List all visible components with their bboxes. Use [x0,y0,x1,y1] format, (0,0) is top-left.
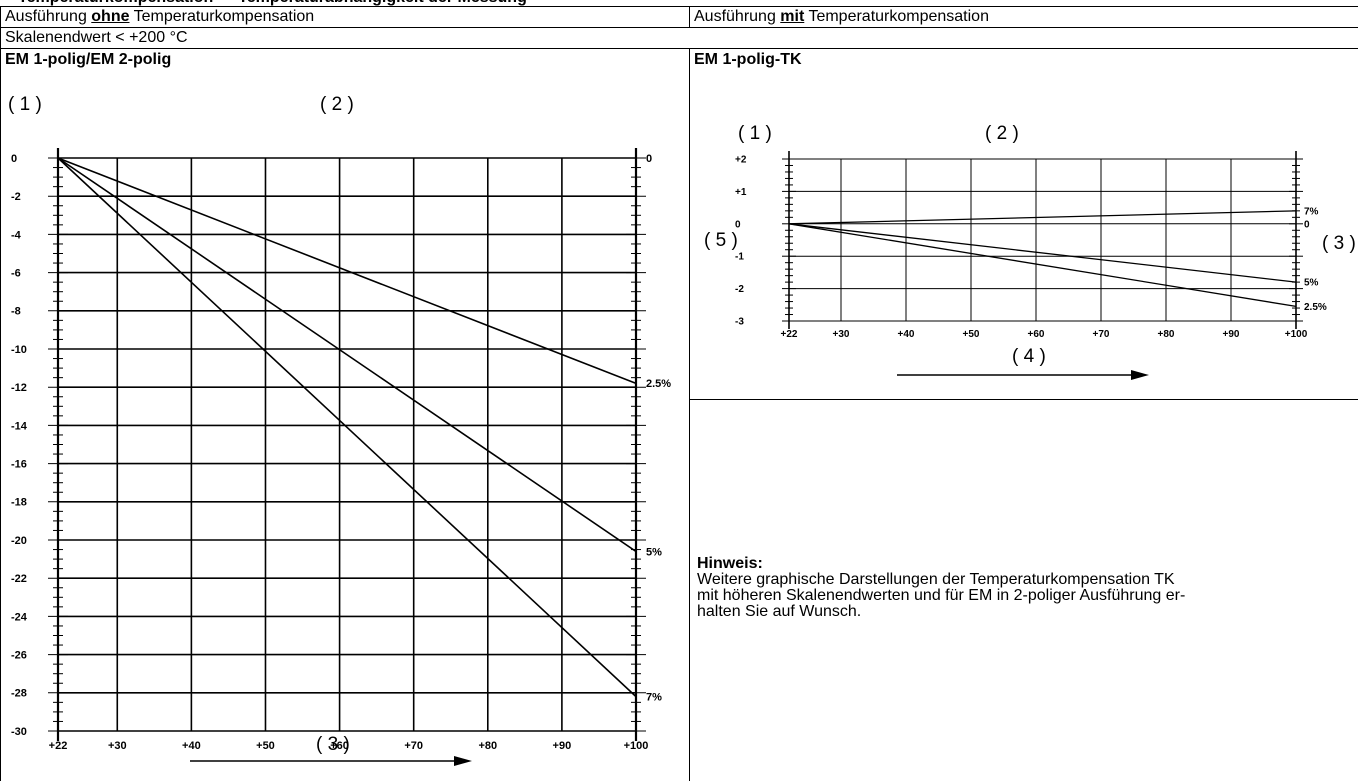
left-marker-2: ( 2 ) [320,94,354,115]
x-tick-label: +22 [781,329,798,340]
x-tick-label: +100 [624,740,649,752]
right-section-title: EM 1-polig-TK [694,51,802,68]
series-line-5pct [788,223,1297,283]
y-tick-label: -24 [11,611,28,623]
x-tick-label: +30 [108,740,127,752]
y-tick-label: 0 [735,219,741,230]
series-line-7pct [57,157,637,698]
right-marker-4: ( 4 ) [1012,346,1046,367]
y-tick-label: -2 [11,191,21,203]
header-right-cell: Ausführung mit Temperaturkompensation [689,6,1358,28]
series-end-label: 7% [1304,206,1319,217]
right-marker-3: ( 3 ) [1322,233,1356,254]
y-tick-label: -12 [11,382,27,394]
y-tick-label: -8 [11,306,21,318]
series-end-label: 0 [1304,219,1310,230]
right-marker-2: ( 2 ) [985,123,1019,144]
y-tick-label: -10 [11,344,27,356]
header-left-post: Temperaturkompensation [129,8,315,25]
y-tick-label: -26 [11,649,27,661]
range-text: Skalenendwert < +200 °C [5,29,188,46]
note-title: Hinweis: [697,555,763,572]
note-block: Hinweis: Weitere graphische Darstellunge… [697,556,1355,620]
series-end-label: 7% [646,691,662,703]
y-tick-label: 0 [11,153,17,165]
header-right-post: Temperaturkompensation [804,8,989,25]
x-tick-label: +22 [49,740,68,752]
x-tick-label: +70 [1093,329,1110,340]
x-tick-label: +90 [1223,329,1240,340]
series-line-2-5pct [57,157,637,385]
x-tick-label: +50 [963,329,980,340]
header-left-pre: Ausführung [5,8,92,25]
y-tick-label: -18 [11,497,27,509]
right-marker-5: ( 5 ) [704,230,738,251]
x-tick-label: +30 [833,329,850,340]
y-tick-label: -16 [11,458,27,470]
x-tick-label: +90 [553,740,572,752]
x-tick-label: +80 [1158,329,1175,340]
right-marker-1: ( 1 ) [738,123,772,144]
series-line-7pct [788,210,1297,225]
series-end-label: 2.5% [1304,302,1327,313]
y-tick-label: +2 [735,155,747,166]
y-tick-label: -22 [11,573,27,585]
x-tick-label: +70 [404,740,423,752]
left-marker-3: ( 3 ) [316,734,350,755]
note-line-2: mit höheren Skalenendwerten und für EM i… [697,587,1186,604]
header-right-pre: Ausführung [694,8,781,25]
y-tick-label: -2 [735,284,744,295]
x-tick-label: +40 [898,329,915,340]
y-tick-label: -30 [11,726,27,738]
y-tick-label: -14 [11,420,28,432]
series-end-label: 0 [646,153,652,165]
x-tick-label: +60 [330,740,349,752]
cut-off-heading: Temperaturkompensation — Temperaturabhän… [0,0,1358,6]
series-end-label: 5% [646,546,662,558]
x-tick-label: +100 [1285,329,1308,340]
x-tick-label: +50 [256,740,275,752]
y-tick-label: -20 [11,535,27,547]
note-line-3: halten Sie auf Wunsch. [697,603,862,620]
series-end-label: 5% [1304,278,1319,289]
x-tick-label: +40 [182,740,201,752]
series-line-5pct [57,157,637,553]
y-tick-label: -6 [11,267,21,279]
note-line-1: Weitere graphische Darstellungen der Tem… [697,571,1175,588]
y-tick-label: +1 [735,187,747,198]
header-right-bold: mit [780,8,805,25]
y-tick-label: -28 [11,688,27,700]
left-marker-1: ( 1 ) [8,94,42,115]
chart-left: 0 -2 -4 -6 -8 -10 -12 -14 -16 -18 -20 -22 -24 -26 -28 -… [11,148,671,766]
series-end-label: 2.5% [646,378,671,390]
header-left-bold: ohne [91,8,130,25]
x-arrow-head [1131,370,1149,380]
y-tick-label: -3 [735,317,744,328]
x-tick-label: +60 [1028,329,1045,340]
left-section-title: EM 1-polig/EM 2-polig [5,51,172,68]
chart-right: +2 +1 0 -1 -2 -3 +22 +30 +40 +50 +60 +70 +80 +90 +100 7… [735,151,1327,380]
note-cell [689,399,1358,781]
y-tick-label: -1 [735,252,744,263]
x-arrow-head [454,756,472,766]
series-line-2-5pct [788,223,1297,308]
y-tick-label: -4 [11,229,22,241]
x-tick-label: +80 [478,740,497,752]
